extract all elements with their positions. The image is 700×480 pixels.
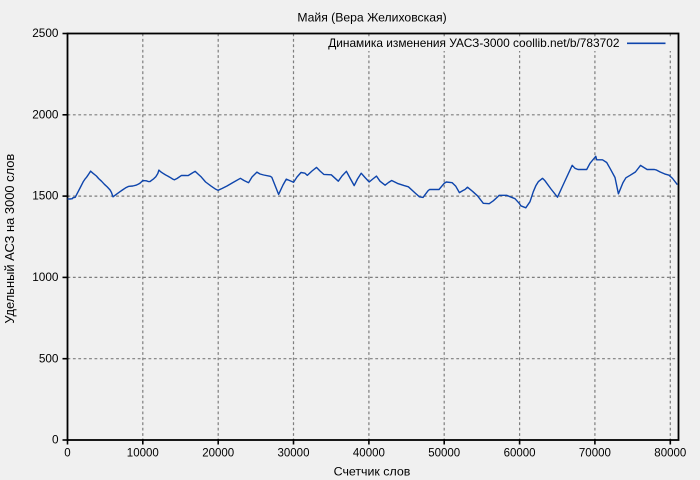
svg-text:80000: 80000 bbox=[654, 448, 686, 460]
svg-text:2000: 2000 bbox=[32, 107, 59, 121]
svg-text:Счетчик слов: Счетчик слов bbox=[334, 465, 411, 479]
svg-text:0: 0 bbox=[52, 433, 59, 447]
svg-text:0: 0 bbox=[64, 448, 70, 460]
svg-text:20000: 20000 bbox=[202, 448, 234, 460]
svg-text:Майя (Вера Желиховская): Майя (Вера Желиховская) bbox=[297, 11, 446, 25]
svg-text:2500: 2500 bbox=[32, 26, 59, 40]
svg-text:70000: 70000 bbox=[579, 448, 611, 460]
svg-text:500: 500 bbox=[39, 351, 59, 365]
svg-text:30000: 30000 bbox=[278, 448, 310, 460]
svg-text:Удельный АСЗ на 3000 слов: Удельный АСЗ на 3000 слов bbox=[2, 154, 17, 324]
svg-text:Динамика изменения УАСЗ-3000 c: Динамика изменения УАСЗ-3000 coollib.net… bbox=[328, 36, 620, 50]
svg-text:10000: 10000 bbox=[127, 448, 159, 460]
svg-text:1000: 1000 bbox=[32, 270, 59, 284]
svg-text:60000: 60000 bbox=[504, 448, 536, 460]
svg-text:1500: 1500 bbox=[32, 189, 59, 203]
svg-text:40000: 40000 bbox=[353, 448, 385, 460]
svg-text:50000: 50000 bbox=[428, 448, 460, 460]
